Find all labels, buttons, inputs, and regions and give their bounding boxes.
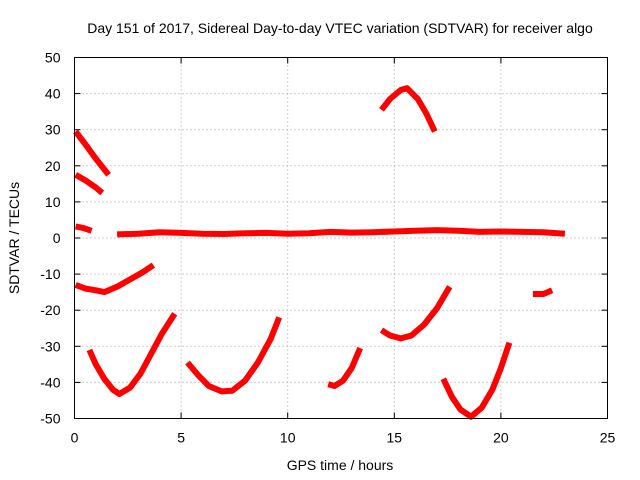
series-arc-1 <box>73 129 111 177</box>
y-tick-labels: -50 -40 -30 -20 -10 0 10 20 30 40 50 <box>40 50 60 427</box>
series-arc-6 <box>185 316 282 395</box>
y-tick-label: 40 <box>45 86 61 102</box>
x-tick-label: 10 <box>280 430 296 446</box>
x-tick-label: 5 <box>177 430 185 446</box>
y-axis-label: SDTVAR / TECUs <box>6 182 22 294</box>
y-tick-label: 50 <box>45 50 61 66</box>
y-tick-label: 20 <box>45 158 61 174</box>
series-arc-9 <box>440 341 513 420</box>
x-axis-label: GPS time / hours <box>287 457 394 473</box>
y-tick-label: -50 <box>40 411 60 427</box>
y-tick-label: -20 <box>40 302 60 318</box>
x-tick-labels: 0 5 10 15 20 25 <box>71 430 616 446</box>
y-tick-label: -30 <box>40 338 60 354</box>
series-arc-7 <box>327 346 363 389</box>
y-tick-label: 10 <box>45 194 61 210</box>
series-arc-10 <box>379 85 438 133</box>
y-tick-label: 30 <box>45 122 61 138</box>
x-tick-label: 20 <box>493 430 509 446</box>
series-arc-11 <box>532 287 554 297</box>
series-arc-2 <box>74 172 105 196</box>
series-arc-4 <box>74 262 156 296</box>
series-arc-3 <box>75 223 93 234</box>
x-tick-label: 25 <box>600 430 616 446</box>
grid <box>74 57 608 419</box>
series-arc-12 <box>117 227 566 238</box>
x-tick-label: 15 <box>387 430 403 446</box>
series-arc-8 <box>379 285 453 342</box>
y-tick-label: -10 <box>40 266 60 282</box>
series-layer <box>73 85 566 420</box>
ticks <box>74 57 608 419</box>
chart-title: Day 151 of 2017, Sidereal Day-to-day VTE… <box>87 20 593 36</box>
y-tick-label: -40 <box>40 374 60 390</box>
y-tick-label: 0 <box>53 230 61 246</box>
plot-frame <box>74 57 608 419</box>
x-tick-label: 0 <box>71 430 79 446</box>
series-arc-5 <box>86 312 178 397</box>
